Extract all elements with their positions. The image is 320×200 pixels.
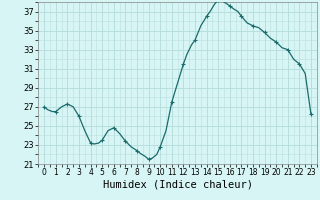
X-axis label: Humidex (Indice chaleur): Humidex (Indice chaleur) (103, 180, 252, 190)
